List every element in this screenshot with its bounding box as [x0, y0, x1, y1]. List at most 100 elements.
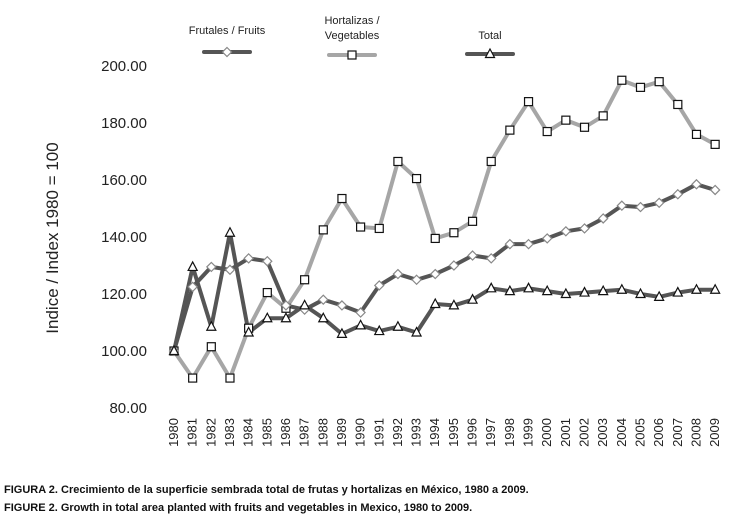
- legend-marker-triangle: [484, 47, 496, 59]
- data-point-triangle: [485, 282, 497, 293]
- data-point-diamond: [672, 188, 684, 200]
- y-tick-label: 160.00: [101, 172, 147, 189]
- legend-label: Vegetables: [325, 30, 380, 42]
- data-point-square: [430, 233, 440, 244]
- x-tick-label: 1999: [521, 418, 536, 447]
- data-point-triangle: [317, 311, 329, 323]
- data-point-square: [225, 373, 235, 383]
- x-tick-label: 2008: [688, 418, 703, 447]
- data-point-square: [505, 125, 515, 135]
- data-point-diamond: [691, 178, 702, 190]
- data-point-diamond: [467, 250, 478, 261]
- data-point-diamond: [224, 264, 236, 276]
- data-point-diamond: [597, 213, 609, 224]
- data-point-diamond: [317, 294, 329, 306]
- data-point-square: [188, 373, 198, 383]
- data-point-square: [206, 342, 216, 352]
- data-point-square: [617, 75, 627, 85]
- y-tick-label: 100.00: [101, 343, 147, 360]
- legend-marker-diamond: [221, 46, 233, 58]
- x-tick-label: 2001: [558, 418, 573, 447]
- data-point-triangle: [280, 311, 292, 323]
- y-tick-label: 180.00: [101, 115, 147, 132]
- data-point-triangle: [336, 327, 348, 338]
- data-point-triangle: [504, 284, 516, 296]
- data-point-triangle: [672, 286, 684, 297]
- x-axis-ticks: 1980 1981 1982 1983 1984 1985 1986 1987 1988 1989…: [166, 418, 722, 447]
- data-point-diamond: [261, 255, 273, 267]
- data-point-triangle: [597, 284, 609, 296]
- data-point-diamond: [560, 225, 572, 237]
- legend-label: Frutales / Fruits: [189, 25, 266, 37]
- y-tick-label: 140.00: [101, 229, 147, 246]
- legend-label: Hortalizas /: [324, 15, 380, 27]
- data-point-diamond: [355, 307, 366, 318]
- data-point-triangle: [579, 286, 591, 297]
- data-point-square: [262, 287, 272, 298]
- data-point-triangle: [224, 226, 236, 237]
- y-axis-label: Indice / Index 1980 = 100: [43, 142, 62, 333]
- data-point-triangle: [187, 260, 199, 272]
- data-point-triangle: [616, 283, 628, 294]
- data-point-triangle: [411, 326, 423, 337]
- data-point-square: [654, 77, 664, 87]
- data-point-square: [374, 223, 384, 234]
- data-point-triangle: [467, 293, 479, 304]
- data-point-diamond: [243, 253, 254, 264]
- data-point-square: [411, 173, 422, 184]
- x-tick-label: 1996: [465, 418, 480, 447]
- data-point-square: [579, 122, 590, 132]
- x-tick-label: 1986: [278, 418, 293, 447]
- data-point-square: [691, 129, 702, 139]
- data-point-triangle: [541, 284, 553, 296]
- x-tick-label: 1998: [502, 418, 517, 447]
- data-point-diamond: [635, 201, 646, 213]
- data-point-diamond: [429, 268, 441, 280]
- plot-area: [168, 75, 721, 383]
- x-tick-label: 2003: [595, 418, 610, 447]
- x-tick-label: 1980: [166, 418, 181, 447]
- x-tick-label: 2006: [651, 418, 666, 447]
- data-point-triangle: [523, 282, 535, 293]
- x-tick-label: 1987: [297, 418, 312, 447]
- x-tick-label: 2007: [670, 418, 685, 447]
- data-point-triangle: [261, 311, 273, 323]
- x-tick-label: 2005: [633, 418, 648, 447]
- x-tick-label: 1982: [203, 418, 218, 447]
- data-point-square: [710, 139, 720, 149]
- data-point-diamond: [336, 300, 348, 311]
- data-point-square: [337, 193, 347, 204]
- x-tick-label: 1993: [409, 418, 424, 447]
- data-point-triangle: [168, 344, 180, 356]
- x-tick-label: 2002: [577, 418, 592, 447]
- data-point-square: [393, 156, 403, 167]
- data-point-triangle: [243, 326, 255, 337]
- data-point-square: [300, 275, 310, 285]
- series-line-square: [172, 78, 718, 381]
- data-point-diamond: [187, 281, 199, 293]
- y-axis-ticks: 80.00 100.00 120.00 140.00 160.00 180.00 200.0…: [101, 58, 147, 417]
- x-tick-label: 1985: [259, 418, 274, 447]
- data-point-triangle: [709, 283, 721, 294]
- data-point-triangle: [635, 287, 646, 299]
- caption-english: FIGURE 2. Growth in total area planted w…: [4, 502, 473, 514]
- data-point-triangle: [560, 287, 572, 299]
- data-point-triangle: [690, 283, 702, 294]
- x-tick-label: 2004: [614, 418, 629, 447]
- data-point-diamond: [653, 197, 665, 209]
- data-point-square: [356, 222, 366, 232]
- data-point-square: [486, 156, 496, 167]
- data-point-diamond: [504, 238, 516, 250]
- data-point-diamond: [541, 233, 553, 244]
- data-point-triangle: [355, 319, 367, 330]
- data-point-diamond: [373, 280, 385, 291]
- y-tick-label: 120.00: [101, 286, 147, 303]
- data-point-diamond: [205, 261, 217, 273]
- x-tick-label: 1983: [222, 418, 237, 447]
- x-tick-label: 1988: [315, 418, 330, 447]
- data-point-square: [635, 82, 646, 92]
- x-tick-label: 2000: [539, 418, 554, 447]
- line-chart: Frutales / Fruits Hortalizas / Vegetables T…: [43, 15, 722, 447]
- data-point-diamond: [579, 223, 590, 234]
- data-point-diamond: [411, 274, 422, 286]
